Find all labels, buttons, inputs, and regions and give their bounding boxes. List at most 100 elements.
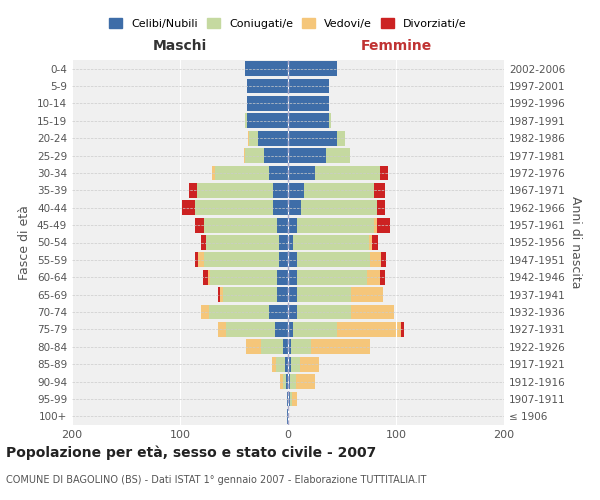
Bar xyxy=(199,252,204,268)
Bar xyxy=(288,322,293,337)
Bar xyxy=(275,322,288,337)
Bar xyxy=(301,200,377,215)
Bar xyxy=(288,288,296,302)
Bar xyxy=(218,322,226,337)
Bar xyxy=(350,304,394,320)
Bar xyxy=(204,252,280,268)
Bar xyxy=(288,148,326,163)
Bar xyxy=(212,166,215,180)
Bar xyxy=(276,357,285,372)
Bar xyxy=(380,270,385,284)
Bar xyxy=(291,357,300,372)
Bar xyxy=(287,392,288,406)
Bar xyxy=(195,218,204,232)
Bar xyxy=(220,288,223,302)
Bar xyxy=(293,235,369,250)
Bar xyxy=(304,183,374,198)
Bar xyxy=(377,218,389,232)
Bar xyxy=(188,183,197,198)
Text: Popolazione per età, sesso e stato civile - 2007: Popolazione per età, sesso e stato civil… xyxy=(6,446,376,460)
Bar xyxy=(377,200,385,215)
Bar xyxy=(311,340,370,354)
Y-axis label: Fasce di età: Fasce di età xyxy=(19,205,31,280)
Bar xyxy=(280,235,288,250)
Bar xyxy=(296,304,350,320)
Y-axis label: Anni di nascita: Anni di nascita xyxy=(569,196,582,289)
Bar xyxy=(293,322,337,337)
Bar xyxy=(200,304,209,320)
Bar xyxy=(182,200,195,215)
Bar xyxy=(329,114,331,128)
Bar xyxy=(315,166,380,180)
Text: COMUNE DI BAGOLINO (BS) - Dati ISTAT 1° gennaio 2007 - Elaborazione TUTTITALIA.I: COMUNE DI BAGOLINO (BS) - Dati ISTAT 1° … xyxy=(6,475,427,485)
Bar xyxy=(288,235,293,250)
Bar xyxy=(288,304,296,320)
Bar xyxy=(215,166,269,180)
Bar xyxy=(288,200,301,215)
Bar xyxy=(296,374,315,389)
Legend: Celibi/Nubili, Coniugati/e, Vedovi/e, Divorziati/e: Celibi/Nubili, Coniugati/e, Vedovi/e, Di… xyxy=(109,18,467,29)
Bar xyxy=(367,270,380,284)
Bar xyxy=(288,252,296,268)
Bar xyxy=(401,322,404,337)
Bar xyxy=(374,218,377,232)
Bar xyxy=(269,304,288,320)
Bar xyxy=(288,374,290,389)
Bar xyxy=(248,131,249,146)
Bar xyxy=(264,148,288,163)
Bar xyxy=(277,218,288,232)
Bar xyxy=(287,409,288,424)
Bar xyxy=(273,183,288,198)
Bar xyxy=(283,340,288,354)
Bar xyxy=(288,409,289,424)
Bar xyxy=(288,114,329,128)
Bar xyxy=(273,200,288,215)
Bar xyxy=(272,357,276,372)
Bar xyxy=(300,357,319,372)
Bar xyxy=(288,340,291,354)
Bar xyxy=(203,270,208,284)
Bar xyxy=(210,270,277,284)
Bar xyxy=(290,392,292,406)
Bar xyxy=(195,200,273,215)
Bar xyxy=(200,235,206,250)
Bar xyxy=(296,270,367,284)
Text: Femmine: Femmine xyxy=(361,39,431,53)
Bar xyxy=(296,218,374,232)
Bar xyxy=(246,340,261,354)
Bar xyxy=(277,288,288,302)
Bar xyxy=(280,374,283,389)
Bar xyxy=(296,252,370,268)
Bar xyxy=(247,96,288,111)
Bar xyxy=(223,288,277,302)
Bar xyxy=(288,218,296,232)
Bar xyxy=(288,357,291,372)
Bar xyxy=(209,304,269,320)
Bar xyxy=(326,148,350,163)
Bar xyxy=(249,131,258,146)
Bar xyxy=(204,218,277,232)
Bar xyxy=(337,322,401,337)
Bar xyxy=(380,166,388,180)
Bar xyxy=(247,114,288,128)
Bar xyxy=(374,183,385,198)
Bar xyxy=(288,270,296,284)
Bar xyxy=(208,270,210,284)
Bar xyxy=(195,252,199,268)
Bar xyxy=(288,392,290,406)
Bar xyxy=(288,62,337,76)
Bar xyxy=(286,374,288,389)
Bar xyxy=(381,252,386,268)
Bar xyxy=(261,340,283,354)
Bar xyxy=(245,114,247,128)
Bar xyxy=(285,357,288,372)
Bar xyxy=(206,235,280,250)
Bar xyxy=(296,288,350,302)
Bar xyxy=(245,62,288,76)
Bar xyxy=(288,96,329,111)
Bar xyxy=(337,131,345,146)
Bar xyxy=(288,78,329,94)
Bar xyxy=(218,288,220,302)
Bar xyxy=(370,252,381,268)
Bar xyxy=(292,392,296,406)
